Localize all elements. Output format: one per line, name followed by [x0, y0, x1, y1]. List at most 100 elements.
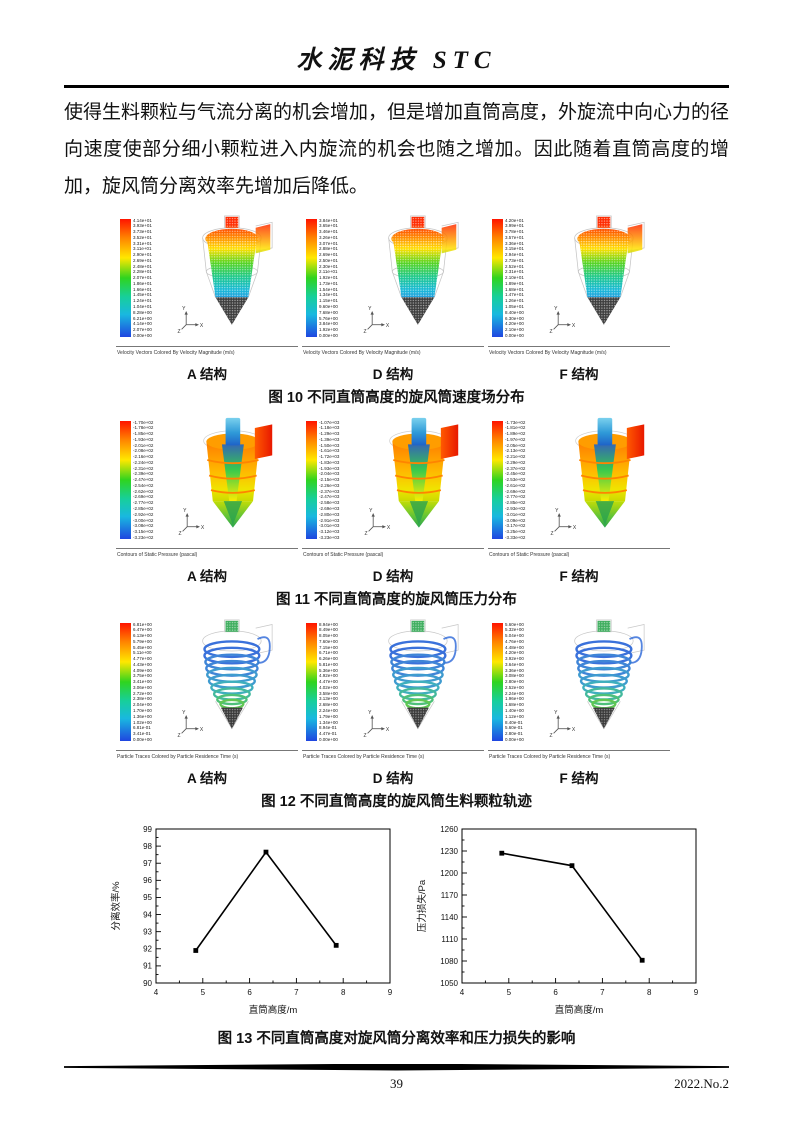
pressure-contours-visualization: Y X Z	[365, 417, 459, 536]
color-legend: -1.73e+02 -1.81e+02 -1.89e+02 -1.97e+02 -2.0…	[492, 420, 526, 547]
legend-value: 1.92e+00	[319, 327, 338, 333]
legend-value: -2.08e+02	[133, 448, 154, 454]
colorbar-gradient	[120, 622, 131, 741]
legend-value: 0.00e+00	[133, 736, 152, 742]
cfd-panel-f: -1.73e+02 -1.81e+02 -1.89e+02 -1.97e+02 -2.0…	[486, 417, 672, 562]
legend-value: 1.36e+00	[133, 713, 152, 719]
header-rule	[64, 85, 729, 88]
pressure-contours-visualization: Y X Z	[551, 417, 645, 536]
legend-value: 5.36e+00	[319, 667, 338, 673]
chart-separation-efficiency: 4 5 6 7 8 9 90 91 92 93 94 95 96 97 98 99 直筒高度/m 分离效率/%	[108, 823, 400, 1019]
legend-value: -1.07e+03	[319, 419, 340, 425]
legend-value: 0.00e+00	[319, 736, 338, 742]
legend-value: -2.91e+03	[319, 517, 340, 523]
svg-text:4: 4	[154, 988, 159, 997]
legend-value: -2.85e+02	[133, 505, 154, 511]
panel-label-a: A 结构	[187, 568, 227, 584]
legend-value: -2.01e+02	[133, 442, 154, 448]
legend-value: -3.23e+03	[319, 534, 340, 540]
legend-value: 3.84e+01	[319, 217, 338, 223]
svg-text:X: X	[200, 727, 204, 733]
svg-text:Y: Y	[183, 508, 187, 514]
color-legend: -1.07e+03 -1.18e+03 -1.29e+03 -1.39e+03 -1.5…	[306, 419, 340, 547]
page-number: 39	[390, 1075, 403, 1091]
svg-text:1080: 1080	[440, 956, 458, 965]
legend-value: -1.83e+03	[319, 459, 340, 465]
legend-value: 0.00e+00	[505, 332, 524, 338]
svg-text:8: 8	[647, 988, 652, 997]
svg-text:96: 96	[143, 876, 152, 885]
legend-value: -1.50e+03	[319, 442, 340, 448]
cfd-panel-image: -1.73e+02 -1.81e+02 -1.89e+02 -1.97e+02 -2.0…	[486, 417, 672, 547]
axis-triad-icon: Y X Z	[364, 306, 390, 335]
legend-value: 1.45e+01	[133, 292, 152, 298]
svg-text:压力损失/Pa: 压力损失/Pa	[416, 879, 428, 932]
legend-value: 1.54e+01	[319, 286, 338, 292]
legend-values: -1.70e+02 -1.78e+02 -1.85e+02 -1.93e+02 -2.0…	[133, 420, 154, 541]
legend-value: 8.94e-01	[319, 725, 337, 731]
cfd-panel-footer-text: Particle Traces Colored by Particle Resi…	[488, 749, 670, 764]
legend-value: 3.31e+01	[133, 240, 152, 246]
legend-value: 4.20e+00	[505, 321, 524, 327]
colorbar-gradient	[306, 622, 317, 741]
colorbar-gradient	[306, 218, 317, 337]
legend-value: -2.61e+02	[505, 482, 526, 488]
legend-value: -2.05e+02	[505, 442, 526, 448]
figure-11-panel-labels: A 结构 D 结构 F 结构	[114, 565, 674, 585]
svg-text:1140: 1140	[441, 912, 459, 921]
color-legend: 5.60e+00 5.32e+00 5.04e+00 4.76e+00 4.48e+00…	[492, 621, 524, 749]
legend-value: -2.15e+03	[319, 477, 340, 483]
legend-value: 1.34e+01	[319, 292, 338, 298]
svg-text:X: X	[387, 525, 391, 531]
legend-value: 9.60e+00	[319, 303, 338, 309]
legend-value: 5.60e+00	[505, 621, 524, 627]
svg-text:Y: Y	[369, 306, 373, 312]
svg-text:Y: Y	[555, 710, 559, 716]
svg-text:Y: Y	[369, 508, 373, 514]
cfd-panel-footer-text: Velocity Vectors Colored By Velocity Mag…	[302, 345, 484, 360]
legend-value: -2.26e+03	[319, 482, 340, 488]
legend-value: 3.15e+01	[505, 246, 524, 252]
legend-value: 4.92e+00	[319, 673, 338, 679]
axis-triad-icon: Y X Z	[550, 710, 576, 739]
colorbar-gradient	[120, 218, 131, 337]
particle-traces-visualization: Y X Z	[178, 619, 273, 738]
body-paragraph: 使得生料颗粒与气流分离的机会增加，但是增加直筒高度，外旋流中向心力的径向速度使部…	[64, 101, 730, 197]
legend-value: 5.79e+00	[133, 638, 152, 644]
cyclone-graphic: Y X Z	[338, 619, 486, 749]
velocity-vectors-visualization: Y X Z	[364, 215, 459, 335]
svg-text:Z: Z	[178, 732, 181, 738]
legend-value: -2.58e+03	[319, 500, 340, 506]
legend-value: 3.58e+00	[319, 690, 338, 696]
legend-value: 2.94e+01	[505, 252, 524, 258]
legend-value: -2.53e+02	[505, 477, 526, 483]
legend-value: 6.21e+00	[133, 315, 152, 321]
svg-text:6: 6	[247, 988, 252, 997]
legend-value: -2.37e+03	[319, 488, 340, 494]
svg-text:Y: Y	[555, 306, 559, 312]
legend-values: 8.94e+00 8.49e+00 8.05e+00 7.60e+00 7.15e+00…	[319, 622, 338, 743]
legend-value: -2.77e+02	[133, 500, 154, 506]
legend-value: 3.13e+00	[319, 696, 338, 702]
cfd-panel-image: 4.20e+01 3.99e+01 3.78e+01 3.57e+01 3.36e+01…	[486, 215, 672, 345]
legend-value: -2.39e+02	[133, 471, 154, 477]
colorbar-gradient	[492, 218, 503, 337]
legend-value: -3.12e+03	[319, 529, 340, 535]
legend-value: 2.68e+00	[319, 702, 338, 708]
colorbar-gradient	[306, 420, 317, 539]
legend-value: 3.41e-01	[133, 731, 151, 737]
legend-value: -1.85e+02	[133, 431, 154, 437]
cyclone-graphic: Y X Z	[339, 417, 486, 547]
svg-text:1110: 1110	[441, 934, 458, 943]
journal-title: 水泥科技 STC	[296, 47, 497, 74]
legend-value: -3.23e+02	[133, 534, 154, 540]
cyclone-graphic: Y X Z	[524, 619, 672, 749]
legend-value: 2.31e+01	[505, 269, 524, 275]
legend-value: 1.68e+01	[505, 286, 524, 292]
colorbar-gradient	[120, 420, 131, 539]
velocity-vectors-visualization: Y X Z	[178, 215, 273, 334]
legend-value: -1.72e+03	[319, 454, 340, 460]
cfd-panel-image: 4.14e+01 3.93e+01 3.73e+01 3.52e+01 3.31e+01…	[114, 215, 300, 345]
legend-value: 4.09e+00	[133, 667, 152, 673]
legend-values: -1.07e+03 -1.18e+03 -1.29e+03 -1.39e+03 -1.5…	[319, 419, 340, 541]
